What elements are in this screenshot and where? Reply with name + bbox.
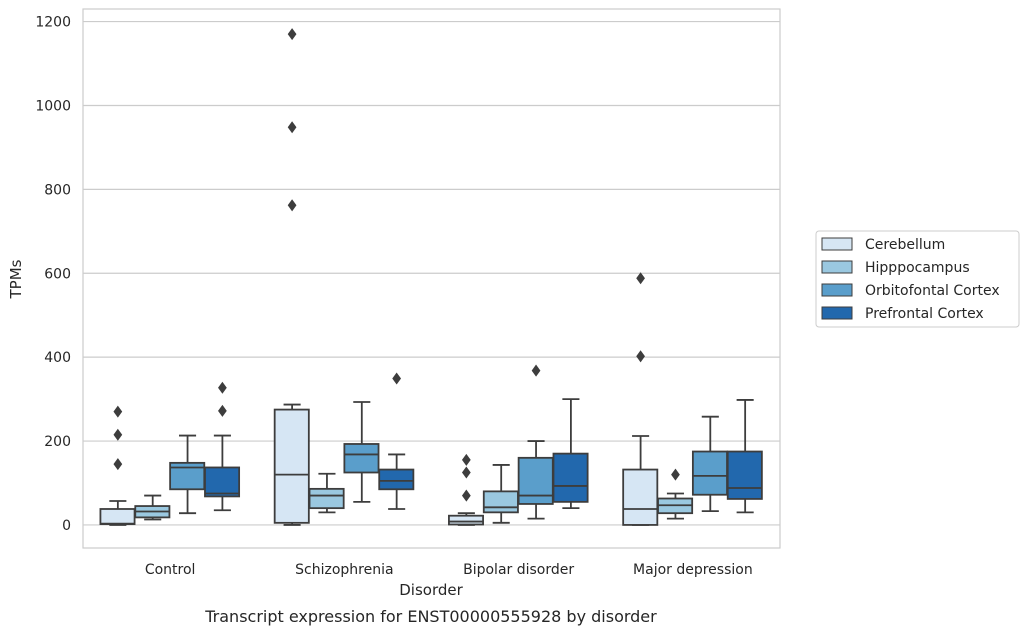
box-prefrontal-cortex — [726, 399, 763, 514]
y-tick-label: 600 — [44, 266, 71, 282]
outlier-point — [113, 405, 123, 418]
box-hipppocampus — [308, 472, 345, 514]
outlier-point — [392, 372, 402, 385]
legend-swatch — [821, 283, 853, 297]
box-iqr — [273, 408, 310, 524]
outlier-point — [461, 489, 471, 502]
y-tick-label: 1200 — [35, 15, 71, 31]
box-iqr — [204, 466, 241, 498]
y-tick-label: 400 — [44, 350, 71, 366]
outlier-point — [636, 272, 645, 285]
outlier-point — [636, 350, 645, 363]
box-iqr — [691, 450, 728, 496]
x-tick-label: Major depression — [633, 562, 753, 578]
box-prefrontal-cortex — [378, 372, 415, 510]
legend-label: Hipppocampus — [865, 260, 970, 276]
outlier-point — [287, 28, 297, 41]
box-cerebellum — [622, 272, 659, 526]
y-tick-label: 0 — [62, 518, 71, 534]
outlier-point — [218, 404, 227, 417]
boxes — [99, 28, 763, 526]
box-iqr — [622, 468, 659, 526]
y-tick-label: 200 — [44, 434, 71, 450]
outlier-point — [113, 428, 123, 441]
plot-frame — [82, 8, 781, 549]
box-orbitofontal-cortex — [169, 434, 206, 515]
legend-swatch — [821, 237, 853, 251]
box-iqr — [99, 508, 136, 525]
y-tick-labels: 0 200 400 600 800 1000 1200 — [35, 15, 71, 534]
box-orbitofontal-cortex — [517, 364, 554, 520]
x-axis-label: Disorder — [399, 581, 463, 599]
box-prefrontal-cortex — [204, 381, 241, 512]
outlier-point — [113, 458, 123, 471]
box-hipppocampus — [482, 464, 519, 524]
outlier-point — [531, 364, 541, 377]
outlier-point — [218, 381, 227, 394]
box-prefrontal-cortex — [552, 398, 589, 510]
x-tick-labels: Control Schizophrenia Bipolar disorder Majo… — [145, 562, 753, 578]
box-hipppocampus — [134, 494, 171, 521]
box-iqr — [726, 450, 763, 500]
y-axis-label: TPMs — [7, 259, 25, 299]
legend-frame — [815, 230, 1020, 328]
box-iqr — [448, 514, 484, 526]
outlier-point — [287, 199, 297, 212]
legend: Cerebellum Hipppocampus Orbitofontal Corte… — [815, 230, 1020, 328]
box-iqr — [552, 452, 589, 503]
box-iqr — [308, 487, 345, 510]
y-tick-label: 1000 — [35, 98, 71, 114]
grid-lines — [83, 20, 780, 526]
box-iqr — [343, 443, 380, 474]
box-cerebellum — [448, 453, 484, 526]
box-orbitofontal-cortex — [343, 401, 380, 503]
legend-label: Cerebellum — [865, 237, 945, 253]
outlier-point — [671, 468, 680, 481]
outlier-point — [287, 121, 297, 134]
box-iqr — [517, 456, 554, 505]
box-orbitofontal-cortex — [691, 415, 728, 512]
x-tick-label: Control — [145, 562, 196, 578]
legend-label: Prefrontal Cortex — [865, 306, 984, 322]
box-iqr — [482, 490, 519, 514]
box-iqr — [378, 468, 415, 491]
legend-swatch — [821, 306, 853, 320]
box-hipppocampus — [657, 468, 694, 520]
y-tick-label: 800 — [44, 182, 71, 198]
x-tick-label: Bipolar disorder — [463, 562, 574, 578]
legend-swatch — [821, 260, 853, 274]
box-cerebellum — [273, 28, 310, 526]
outlier-point — [461, 466, 471, 479]
chart-caption: Transcript expression for ENST0000055592… — [204, 607, 657, 626]
x-tick-label: Schizophrenia — [295, 562, 393, 578]
outlier-point — [461, 453, 471, 466]
legend-label: Orbitofontal Cortex — [865, 283, 1000, 299]
